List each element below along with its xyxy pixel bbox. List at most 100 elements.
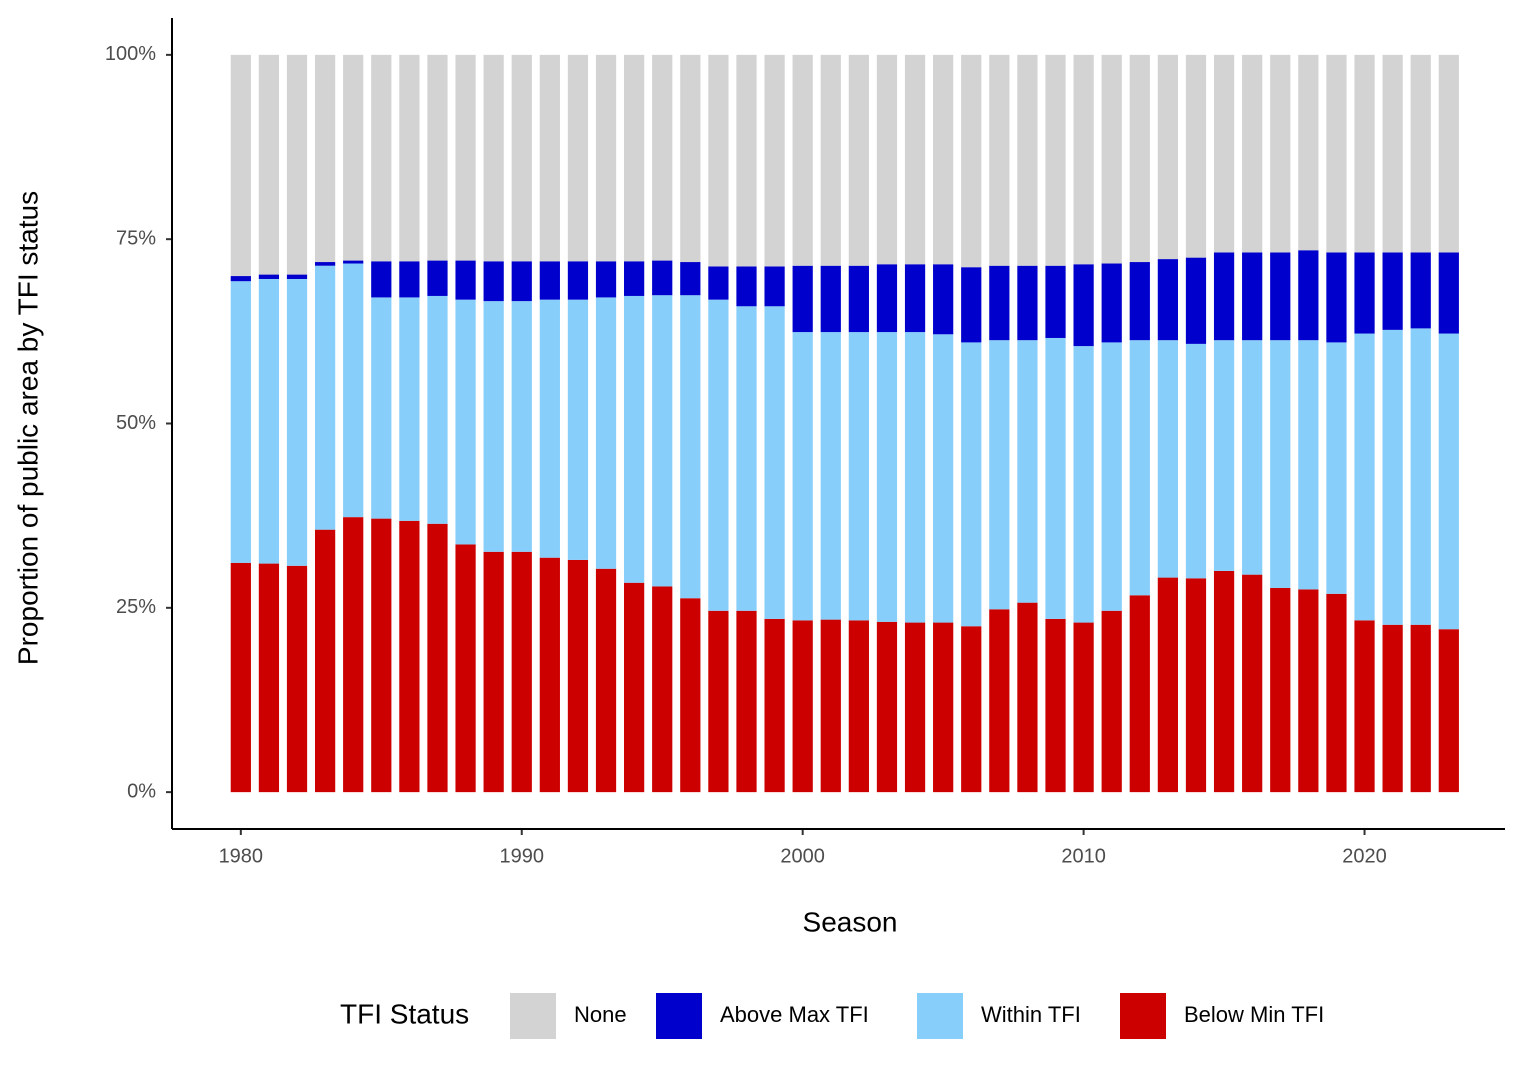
bar-segment xyxy=(1354,333,1375,621)
bar-segment xyxy=(1017,340,1038,603)
bar-segment xyxy=(933,264,954,335)
bar-segment xyxy=(1270,340,1291,588)
y-axis-title: Proportion of public area by TFI status xyxy=(12,191,43,665)
bar-segment xyxy=(904,264,926,333)
legend-swatch xyxy=(917,993,963,1039)
legend-label: Above Max TFI xyxy=(720,1002,869,1027)
bar-segment xyxy=(1101,263,1122,343)
legend-label: Below Min TFI xyxy=(1184,1002,1324,1027)
bar-segment xyxy=(371,261,392,298)
bar-segment xyxy=(258,54,280,275)
bar-segment xyxy=(567,261,589,300)
bar-segment xyxy=(708,54,729,267)
bar-segment xyxy=(961,267,982,343)
bar-segment xyxy=(1438,54,1459,253)
bar-segment xyxy=(736,266,757,307)
bar-segment xyxy=(1185,257,1207,344)
bar-segment xyxy=(961,54,982,268)
x-tick-label: 2000 xyxy=(780,845,825,867)
bar-segment xyxy=(399,520,420,793)
bar-segment xyxy=(230,562,251,793)
bar-segment xyxy=(624,295,645,583)
bar-segment xyxy=(1129,340,1150,596)
bar-segment xyxy=(1101,342,1122,611)
bar-segment xyxy=(1326,54,1347,253)
bar-segment xyxy=(1298,589,1319,793)
bar-segment xyxy=(371,518,392,793)
bar-segment xyxy=(1326,342,1347,594)
y-tick-label: 100% xyxy=(105,43,156,65)
bar-segment xyxy=(427,54,448,261)
bar-segment xyxy=(399,297,420,521)
bar-segment xyxy=(652,54,673,261)
bar-segment xyxy=(1157,259,1179,341)
bar-segment xyxy=(567,299,589,560)
bar-segment xyxy=(1242,54,1263,253)
bar-segment xyxy=(1354,620,1375,793)
bar-segment xyxy=(483,551,504,793)
legend-label: None xyxy=(574,1002,627,1027)
bar-segment xyxy=(876,54,898,265)
bar-segment xyxy=(989,340,1010,610)
bar-segment xyxy=(1270,252,1291,341)
bar-segment xyxy=(1129,54,1150,263)
bar-segment xyxy=(258,274,280,279)
bar-segment xyxy=(792,620,813,793)
bar-segment xyxy=(708,266,729,300)
bar-segment xyxy=(1438,252,1459,334)
bar-segment xyxy=(933,622,954,793)
bar-segment xyxy=(1213,570,1235,793)
bar-segment xyxy=(1017,54,1038,266)
bar-segment xyxy=(455,544,476,793)
bar-segment xyxy=(1298,340,1319,590)
bar-segment xyxy=(343,517,364,793)
bar-segment xyxy=(876,332,898,622)
bar-segment xyxy=(483,54,504,262)
bar-segment xyxy=(539,557,560,793)
bar-segment xyxy=(483,261,504,302)
bar-segment xyxy=(1242,252,1263,341)
bar-segment xyxy=(624,582,645,793)
bar-segment xyxy=(1326,252,1347,343)
bar-segment xyxy=(1185,54,1207,258)
bar-segment xyxy=(680,598,701,793)
bar-segment xyxy=(427,260,448,296)
bar-segment xyxy=(1213,340,1235,571)
bar-segment xyxy=(539,54,560,262)
bar-segment xyxy=(1185,343,1207,579)
bar-segment xyxy=(764,54,785,267)
y-tick-label: 25% xyxy=(116,596,156,618)
bar-segment xyxy=(904,54,926,265)
bar-segment xyxy=(876,264,898,333)
bar-segment xyxy=(1101,54,1122,264)
bar-segment xyxy=(792,332,813,621)
bar-segment xyxy=(343,260,364,264)
bar-segment xyxy=(1045,618,1066,793)
bar-segment xyxy=(1213,252,1235,341)
bar-segment xyxy=(792,265,813,333)
bar-segment xyxy=(904,332,926,623)
bar-segment xyxy=(258,278,280,564)
legend-swatch xyxy=(656,993,702,1039)
bar-segment xyxy=(961,342,982,627)
x-axis-title: Season xyxy=(803,906,898,937)
bar-segment xyxy=(1157,54,1179,260)
bar-segment xyxy=(1326,593,1347,793)
bar-segment xyxy=(427,295,448,524)
bar-segment xyxy=(455,299,476,545)
bar-segment xyxy=(1382,329,1403,625)
bar-segment xyxy=(1073,622,1094,793)
bar-segment xyxy=(567,559,589,793)
bar-segment xyxy=(820,54,841,266)
bar-segment xyxy=(1270,54,1291,253)
x-tick-label: 1990 xyxy=(500,845,545,867)
bar-segment xyxy=(680,262,701,296)
bar-segment xyxy=(1410,54,1431,253)
bar-segment xyxy=(1242,340,1263,575)
bar-segment xyxy=(652,260,673,296)
bar-segment xyxy=(314,54,336,263)
bar-segment xyxy=(258,563,280,793)
bar-segment xyxy=(680,54,701,263)
bar-segment xyxy=(399,54,420,262)
